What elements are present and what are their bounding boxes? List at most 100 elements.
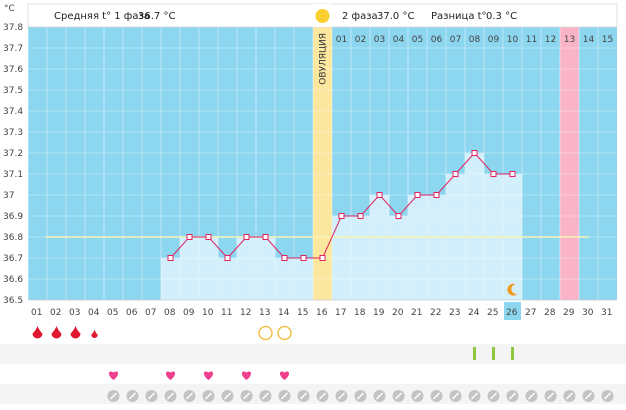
x-tick-label: 01 (31, 308, 42, 318)
blood-drop-icon (70, 326, 81, 339)
x-tick-label: 31 (601, 308, 612, 318)
test-bar-icon (492, 347, 495, 360)
pill-icon (392, 390, 405, 402)
pill-icon (563, 390, 576, 402)
y-axis-unit-label: °C (4, 4, 15, 14)
post-ovulation-day-label: 06 (431, 35, 443, 45)
pill-icon (354, 390, 367, 402)
pill-stroke (319, 392, 326, 400)
blood-drop-icon (51, 326, 62, 339)
temperature-bar (426, 194, 447, 301)
temperature-point (357, 213, 364, 219)
x-tick-label: 13 (259, 308, 270, 318)
x-tick-label: 28 (544, 308, 556, 318)
temperature-bar (236, 236, 257, 301)
post-ovulation-day-label: 01 (336, 35, 347, 45)
x-tick-label: 14 (278, 308, 290, 318)
marker-row (0, 364, 626, 384)
x-tick-label: 19 (373, 308, 385, 318)
pill-icon (335, 390, 348, 402)
pill-icon (145, 390, 158, 402)
y-tick-label: 37.2 (3, 149, 23, 159)
pill-icon (259, 390, 272, 402)
post-ovulation-day-label: 02 (355, 35, 366, 45)
post-ovulation-day-label: 05 (412, 35, 423, 45)
pill-icon (202, 390, 215, 402)
pill-stroke (452, 392, 459, 400)
highlight-day-background (504, 302, 521, 320)
pink-day-band (560, 27, 579, 300)
diff-value: 0.3 °C (486, 11, 517, 22)
x-tick-label: 09 (183, 308, 195, 318)
ovulation-band (313, 27, 332, 300)
phase2-label: 2 фаза (342, 11, 378, 22)
y-tick-label: 37.8 (3, 23, 23, 33)
pill-icon (544, 390, 557, 402)
phase1-value: 36.7 °C (138, 11, 175, 22)
temperature-point (205, 234, 212, 240)
heart-icon (165, 371, 176, 380)
pill-stroke (471, 392, 478, 400)
heart-icon (108, 371, 119, 380)
x-tick-label: 23 (449, 308, 460, 318)
x-tick-label: 10 (202, 308, 214, 318)
heart-icon (203, 371, 214, 380)
x-tick-label: 11 (221, 308, 232, 318)
pill-stroke (300, 392, 307, 400)
pill-icon (126, 390, 139, 402)
pill-stroke (110, 392, 117, 400)
temperature-point (376, 192, 383, 198)
x-tick-label: 12 (240, 308, 251, 318)
pill-stroke (395, 392, 402, 400)
temperature-bar (179, 236, 200, 301)
pill-stroke (243, 392, 250, 400)
pill-icon (582, 390, 595, 402)
post-ovulation-day-label: 09 (488, 35, 500, 45)
temperature-point (262, 234, 269, 240)
x-tick-label: 08 (164, 308, 176, 318)
x-tick-label: 20 (392, 308, 404, 318)
y-tick-label: 36.7 (3, 254, 23, 264)
pill-stroke (547, 392, 554, 400)
marker-row (0, 344, 626, 364)
temperature-bar (464, 152, 485, 301)
temperature-point (281, 255, 288, 261)
post-ovulation-day-label: 14 (583, 35, 595, 45)
temperature-bar (369, 194, 390, 301)
circle-icon (258, 325, 273, 341)
test-bar-icon (511, 347, 514, 360)
temperature-point (433, 192, 440, 198)
pill-stroke (281, 392, 288, 400)
post-ovulation-day-label: 07 (450, 35, 461, 45)
temperature-point (490, 171, 497, 177)
temperature-point (395, 213, 402, 219)
x-tick-label: 30 (582, 308, 594, 318)
pill-stroke (357, 392, 364, 400)
post-ovulation-day-label: 11 (526, 35, 537, 45)
pill-icon (506, 390, 519, 402)
pill-stroke (604, 392, 611, 400)
blood-drop-icon (91, 329, 98, 338)
x-tick-label: 27 (525, 308, 536, 318)
post-ovulation-day-label: 12 (545, 35, 556, 45)
post-ovulation-day-label: 04 (393, 35, 405, 45)
y-tick-label: 37.6 (3, 65, 23, 75)
pill-icon (525, 390, 538, 402)
circle-icon (277, 325, 292, 341)
pill-stroke (167, 392, 174, 400)
temperature-point (186, 234, 193, 240)
temperature-point (300, 255, 307, 261)
test-bar-icon (473, 347, 476, 360)
pill-stroke (509, 392, 516, 400)
pill-icon (487, 390, 500, 402)
temperature-point (224, 255, 231, 261)
x-tick-label: 24 (468, 308, 480, 318)
y-tick-label: 37.1 (3, 170, 23, 180)
pill-icon (297, 390, 310, 402)
diff-label: Разница t° (431, 11, 487, 22)
pill-stroke (129, 392, 136, 400)
x-tick-label: 26 (506, 308, 518, 318)
y-tick-label: 37.7 (3, 44, 23, 54)
pill-icon (601, 390, 614, 402)
